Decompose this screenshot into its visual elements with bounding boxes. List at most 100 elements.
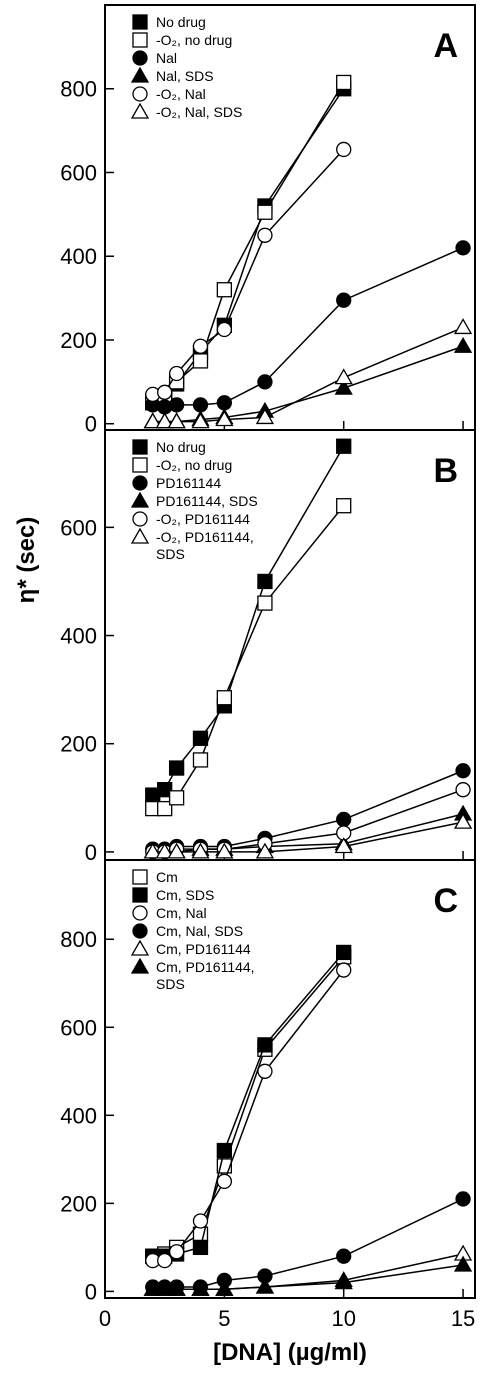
data-point [453,318,473,335]
data-point [215,1279,234,1296]
data-point [216,1142,233,1159]
data-point [155,842,174,859]
data-point [336,292,352,308]
legend-label: -O₂, no drug [156,32,232,48]
data-point [336,1248,352,1264]
data-point [216,282,233,298]
legend-marker [132,457,148,473]
y-tick-label: 400 [60,244,97,269]
y-tick-label: 800 [60,927,97,952]
data-point [168,365,185,382]
legend-marker [132,14,148,30]
x-tick-label: 5 [218,1306,230,1331]
data-point [168,760,185,776]
legend-marker [130,66,150,83]
data-point [143,1279,162,1296]
data-point [191,1279,210,1296]
legend-marker [130,957,150,974]
data-point [334,837,353,854]
legend-marker [132,923,148,939]
data-point [216,321,233,338]
legend-marker [132,869,148,885]
y-tick-label: 400 [60,624,97,649]
data-point [453,1255,473,1272]
data-point [336,74,352,91]
data-point [168,397,185,413]
series-5 [145,782,471,860]
legend: No drug -O₂, no drug PD161144 PD161144, SDS… [130,439,258,562]
data-point [167,842,186,859]
data-point [336,811,352,828]
data-point [215,842,234,859]
data-point [257,204,273,220]
legend-marker [132,50,148,66]
series-2 [145,498,352,817]
y-tick-label: 600 [60,1015,97,1040]
y-tick-label: 400 [60,1103,97,1128]
data-point [157,384,173,400]
x-axis-ticks: 0 5 10 15 [99,1306,475,1331]
data-point [257,374,273,390]
legend-marker [132,511,148,527]
data-point [257,595,273,611]
x-axis-title: [DNA] (µg/ml) [213,1339,367,1366]
legend-label: No drug [156,439,206,455]
x-tick-label: 15 [451,1306,475,1331]
x-tick-label: 10 [331,1306,355,1331]
data-point [257,1063,273,1079]
y-axis-title: η* (sec) [13,517,40,604]
data-point [167,1279,186,1296]
series-3 [145,962,352,1269]
data-point [455,240,471,256]
data-point [216,395,233,411]
series-6 [143,812,473,859]
legend-marker [132,86,148,102]
data-point [192,397,209,413]
x-tick-label: 0 [99,1306,111,1331]
panel-a: 0 200 400 600 800 A No drug -O₂, no drug Nal Nal,… [60,4,476,437]
series-3 [145,763,471,857]
data-point [336,141,352,158]
legend: No drug -O₂, no drug Nal Nal, SDS -O₂, Nal -O… [130,14,242,120]
legend-marker [132,887,148,903]
series-5 [145,141,352,403]
data-point [155,1279,174,1296]
legend-marker [130,491,150,508]
data-point [192,730,209,746]
series-6 [143,1255,473,1296]
data-point [157,1252,173,1269]
legend-label: Cm, PD161144, SDS [156,959,255,992]
legend-label: PD161144 [156,475,221,491]
legend-marker [132,32,148,48]
legend-label: -O₂, PD161144, SDS [156,529,254,562]
data-point [157,800,173,817]
legend-label: Cm, Nal, SDS [156,923,243,939]
data-point [336,438,352,454]
data-point [257,573,273,590]
y-tick-label: 600 [60,160,97,185]
data-point [257,1037,273,1053]
y-tick-label: 0 [85,412,97,437]
series-line [152,148,345,396]
legend-label: Cm, SDS [156,887,214,903]
y-tick-label: 600 [60,515,97,540]
data-point [192,752,209,768]
series-line [152,956,345,1257]
y-tick-label: 200 [60,732,97,757]
panels: 0 200 400 600 800 A No drug -O₂, no drug Nal Nal,… [60,4,476,1304]
data-point [168,1244,185,1260]
legend-label: -O₂, Nal, SDS [156,104,242,120]
data-point [192,1213,209,1229]
y-tick-label: 200 [60,328,97,353]
data-point [453,336,473,353]
y-tick-label: 0 [85,1279,97,1304]
legend-marker [132,475,148,491]
data-point [255,408,275,425]
data-point [216,1173,233,1189]
data-point [192,353,209,369]
data-point [455,763,471,779]
data-point [216,690,233,706]
data-point [455,782,471,798]
legend-label: PD161144, SDS [156,493,258,509]
